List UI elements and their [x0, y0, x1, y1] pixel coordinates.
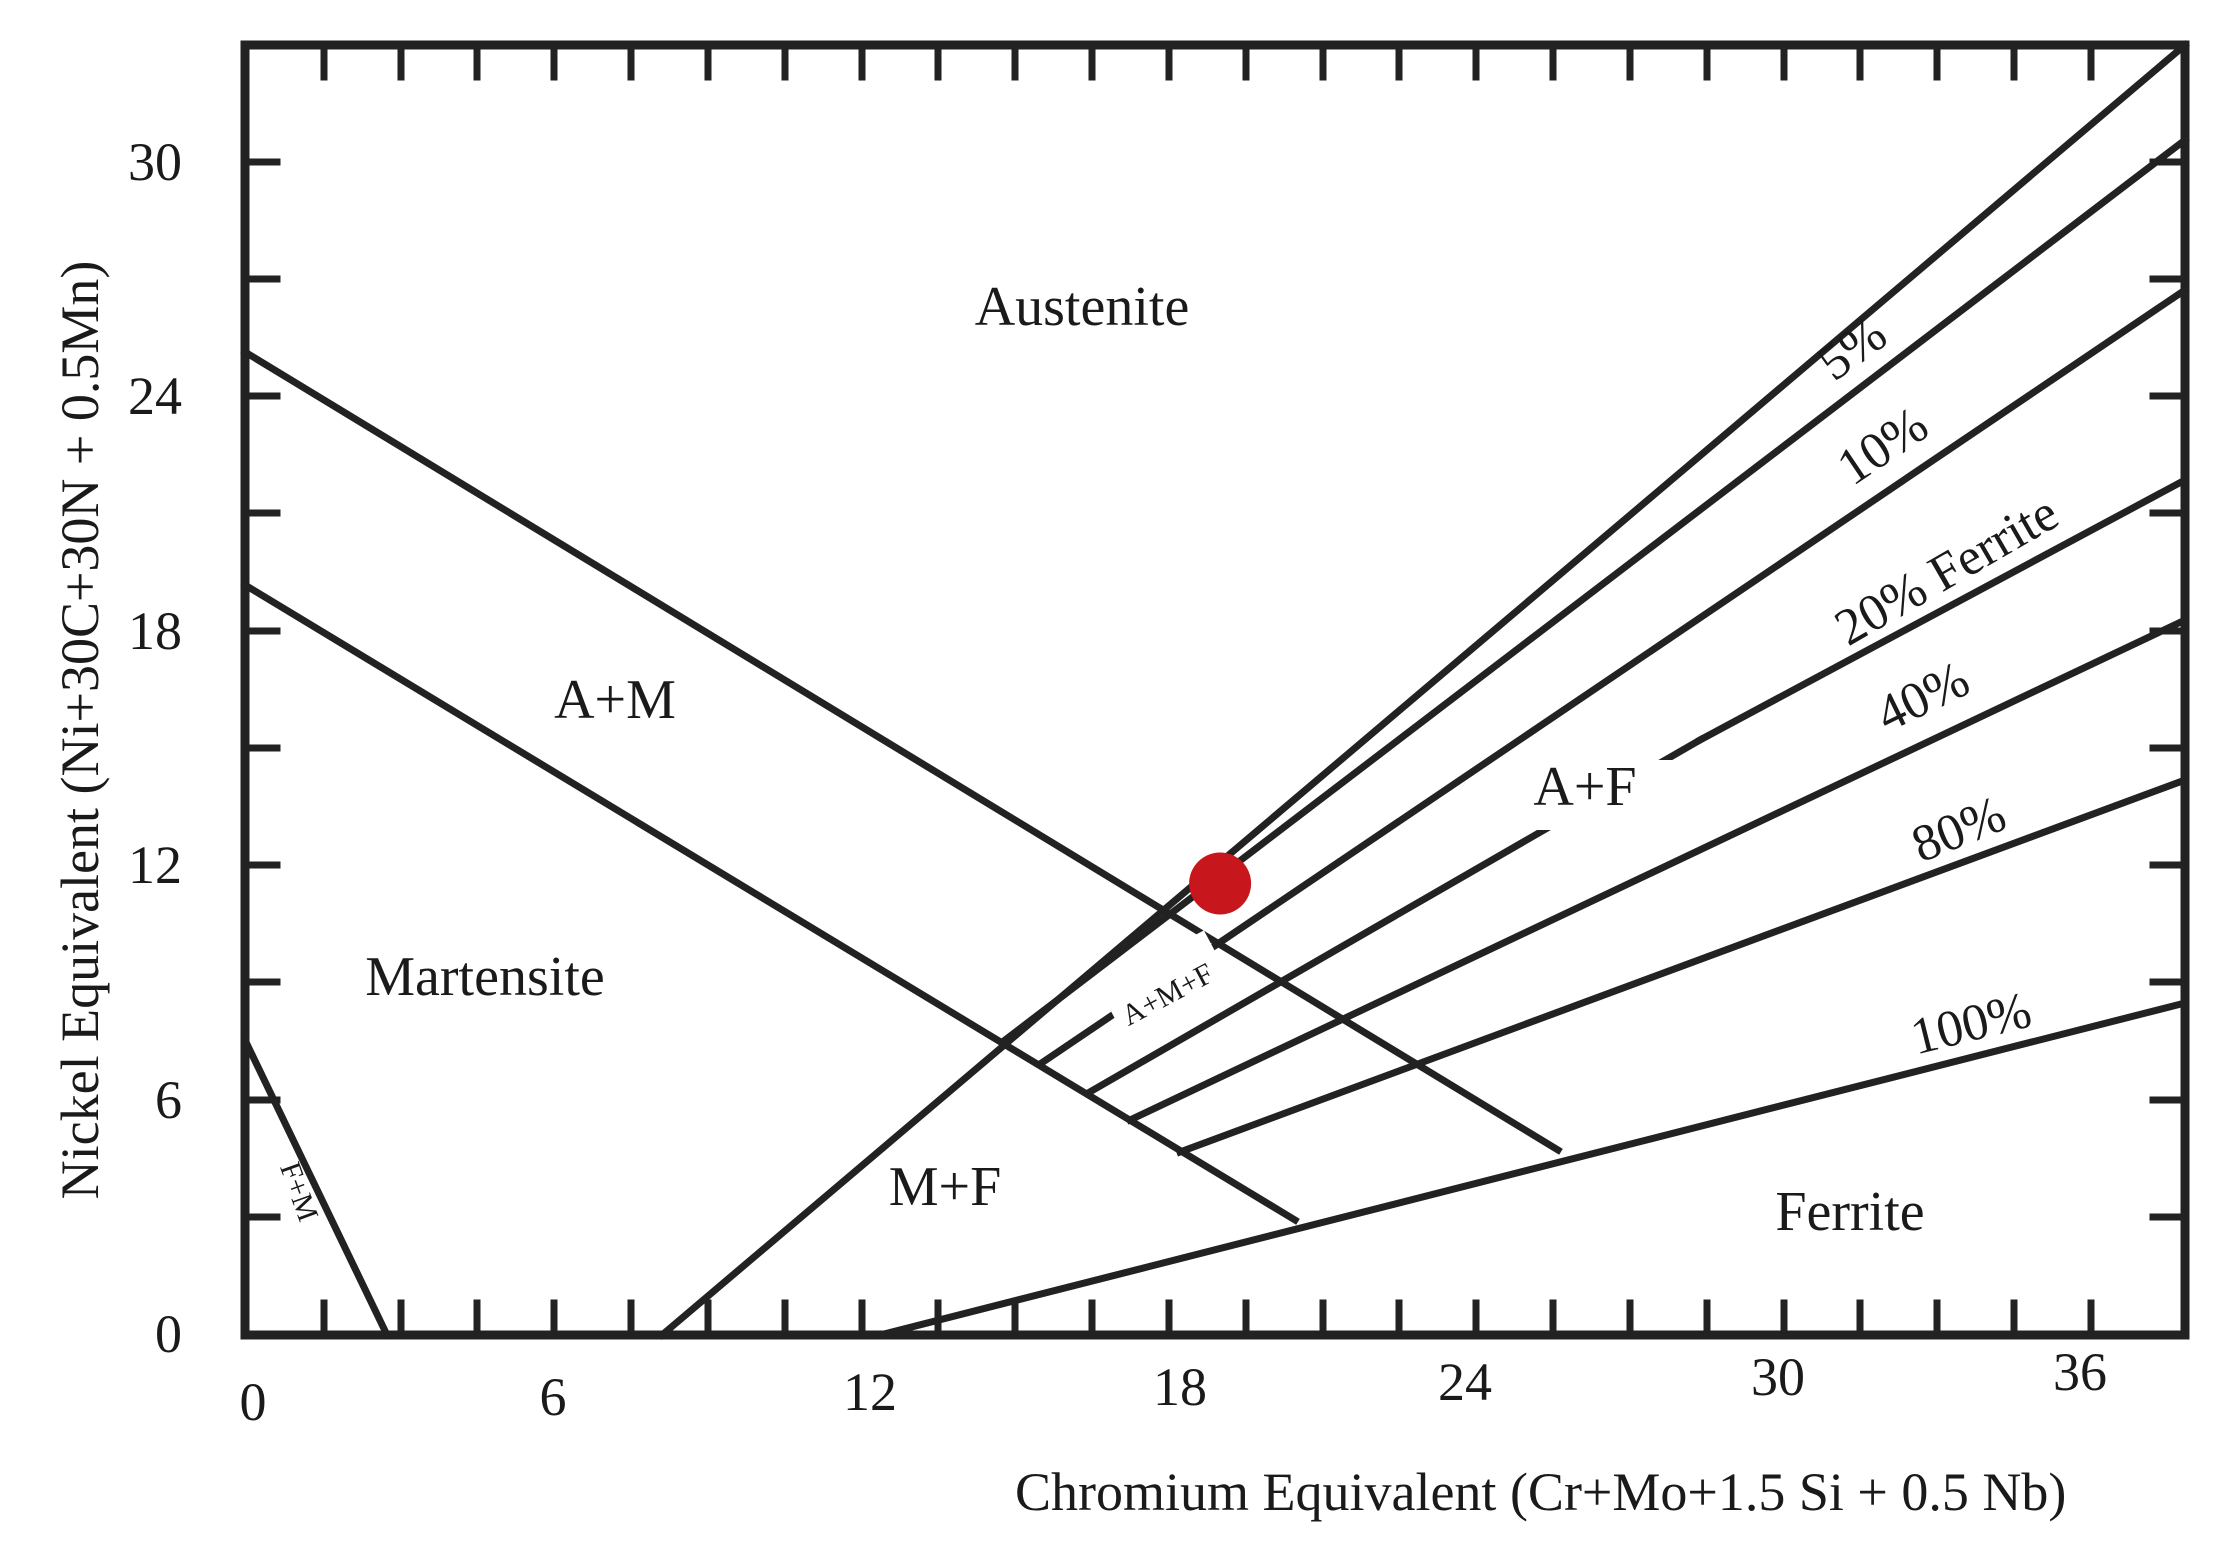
x-tick-12: 12: [843, 1362, 897, 1422]
y-tick-24: 24: [128, 366, 182, 426]
region-a-f: A+F: [1533, 756, 1636, 818]
ferrite-label-100: 100%: [1905, 982, 2037, 1067]
ferrite-label-10: 10%: [1827, 396, 1938, 497]
ferrite-40-line: [1125, 615, 2190, 1125]
x-tick-6: 6: [540, 1367, 567, 1427]
a-m-f-label-gap: [1097, 930, 1233, 1040]
austenite-martensite-boundary: [240, 347, 1563, 1155]
bottom-axis-ticks: [320, 1299, 2095, 1339]
ferrite-5-line: [1000, 135, 2190, 1045]
ferrite-20-line-upper: [1695, 475, 2190, 745]
x-tick-36: 36: [2053, 1342, 2107, 1402]
ferrite-80-line: [1175, 775, 2190, 1157]
y-tick-0: 0: [155, 1304, 182, 1364]
y-axis-label: Nickel Equivalent (Ni+30C+30N + 0.5Mn): [50, 261, 110, 1200]
x-tick-labels: 0 6 12 18 24 30 36: [240, 1342, 2108, 1432]
y-tick-6: 6: [155, 1070, 182, 1130]
y-tick-18: 18: [128, 601, 182, 661]
left-axis-ticks: [241, 158, 281, 1221]
a-f-label-gap: [1510, 760, 1700, 830]
x-axis-label: Chromium Equivalent (Cr+Mo+1.5 Si + 0.5 …: [1015, 1462, 2066, 1522]
x-tick-24: 24: [1438, 1352, 1492, 1412]
region-austenite: Austenite: [975, 276, 1190, 338]
y-tick-12: 12: [128, 835, 182, 895]
x-tick-0: 0: [240, 1372, 267, 1432]
ferrite-100-line: [875, 998, 2190, 1340]
right-axis-ticks: [2149, 158, 2189, 1221]
ferrite-10-line: [1038, 285, 2190, 1067]
region-f-m: F+M: [273, 1158, 325, 1226]
region-a-m: A+M: [554, 669, 676, 731]
y-tick-30: 30: [128, 132, 182, 192]
f-m-boundary: [240, 1035, 392, 1340]
x-tick-18: 18: [1153, 1357, 1207, 1417]
region-ferrite: Ferrite: [1775, 1181, 1924, 1243]
region-martensite: Martensite: [365, 946, 604, 1008]
ferrite-0-line: [657, 40, 2190, 1340]
x-tick-30: 30: [1751, 1347, 1805, 1407]
plot-frame: [240, 40, 2190, 1340]
y-tick-labels: 0 6 12 18 24 30: [128, 132, 182, 1364]
region-m-f: M+F: [889, 1156, 1002, 1218]
martensite-boundary: [240, 580, 1300, 1225]
top-axis-ticks: [320, 41, 2095, 81]
composition-marker: [1189, 852, 1252, 915]
ferrite-label-5: 5%: [1808, 305, 1898, 392]
